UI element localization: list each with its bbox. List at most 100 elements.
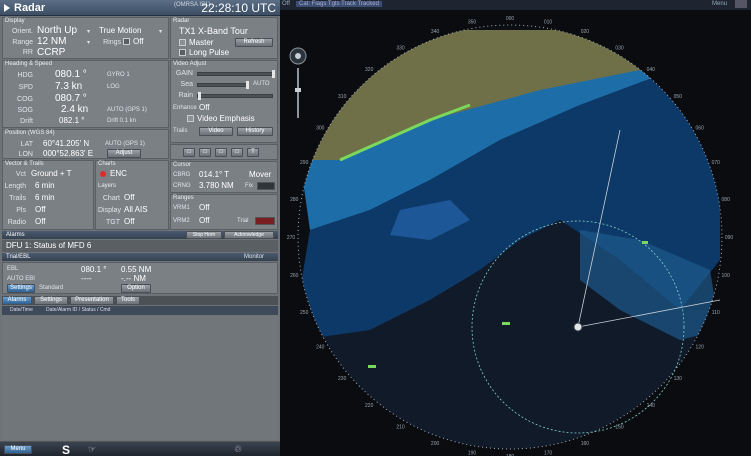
chart-value[interactable]: Off (124, 193, 135, 202)
sea-slider[interactable] (197, 81, 249, 89)
rings-value: Off (133, 37, 144, 46)
long-pulse-checkbox[interactable] (179, 49, 186, 56)
enhance-value[interactable]: Off (199, 103, 210, 112)
target-marker[interactable] (642, 241, 648, 244)
tab-tools[interactable]: Tools (116, 296, 140, 305)
fix-indicator[interactable] (257, 182, 275, 190)
length-value[interactable]: 6 min (35, 181, 55, 190)
radar-header-left: Off (282, 1, 290, 7)
rr-label: RR (22, 49, 33, 56)
tab-settings[interactable]: Settings (34, 296, 68, 305)
tab-alarms[interactable]: Alarms (2, 296, 32, 305)
video-emphasis-checkbox[interactable] (187, 115, 194, 122)
chevron-down-icon[interactable]: ▾ (87, 40, 91, 46)
lat-value: 60°41.205' N (43, 139, 90, 148)
sog-source[interactable]: AUTO (GPS 1) (107, 107, 147, 113)
acknowledge-button[interactable]: Acknowledge (224, 231, 274, 239)
vct-value[interactable]: Ground + T (31, 169, 72, 178)
window-button[interactable] (735, 0, 747, 8)
zoom-control[interactable] (289, 47, 307, 118)
spd-source[interactable]: LOG (107, 84, 120, 90)
bearing-label: 330 (396, 45, 405, 51)
video-trails-button[interactable]: Video (199, 127, 233, 136)
bearing-label: 320 (365, 67, 374, 73)
bearing-label: 250 (300, 310, 309, 316)
lon-label: LON (18, 151, 33, 158)
pls-value[interactable]: Off (35, 205, 46, 214)
tool-button[interactable]: T (247, 148, 259, 157)
rings-checkbox[interactable] (123, 38, 130, 45)
trial-indicator[interactable] (255, 217, 275, 225)
target-marker[interactable] (368, 365, 376, 368)
section-head: Charts (98, 161, 116, 167)
enc-value[interactable]: ENC (110, 169, 127, 178)
radar-display[interactable]: 000 010 020 030 040 050 060 070 080 090 100 110 120 1… (280, 10, 751, 456)
position-source[interactable]: AUTO (GPS 1) (105, 141, 145, 147)
target-marker[interactable] (502, 322, 510, 325)
drift-label: Drift (20, 118, 33, 125)
tool-button[interactable]: □ (215, 148, 227, 157)
tool-button[interactable]: □ (231, 148, 243, 157)
radar-name[interactable]: TX1 X-Band Tour (179, 26, 248, 36)
s-indicator[interactable]: S (62, 443, 71, 456)
alarm-message[interactable]: DFU 1: Status of MFD 6 (2, 240, 278, 252)
history-trails-button[interactable]: History (237, 127, 273, 136)
sog-value: 2.4 kn (61, 104, 89, 115)
spd-value: 7.3 kn (55, 81, 83, 92)
auto-ebi-label: AUTO EBI (7, 276, 35, 282)
hdg-label: HDG (17, 72, 33, 79)
menu-button[interactable]: Menu (4, 445, 32, 454)
settings-button[interactable]: Settings (7, 284, 35, 293)
motion-value[interactable]: True Motion (99, 26, 142, 35)
bearing-label: 150 (615, 425, 624, 431)
bearing-label: 230 (338, 376, 347, 382)
col-details[interactable]: Date/Alarm ID / Status / Cmd (46, 307, 111, 313)
orient-value[interactable]: North Up (37, 25, 78, 36)
section-head: Display (5, 18, 25, 24)
col-datetime[interactable]: Date/Time (10, 307, 33, 313)
tool-button[interactable]: □ (199, 148, 211, 157)
vrm2-value[interactable]: Off (199, 216, 210, 225)
stop-horn-button[interactable]: Stop Horn (186, 231, 222, 239)
heading-line (577, 129, 621, 328)
collapse-icon[interactable] (4, 4, 10, 12)
radar-menu[interactable]: Menu (711, 1, 727, 7)
master-checkbox[interactable] (179, 39, 186, 46)
standard-option[interactable]: Standard (39, 285, 64, 291)
trails-len-value[interactable]: 6 min (35, 193, 55, 202)
ebi-range: -.-- NM (121, 274, 146, 283)
hdg-source[interactable]: GYRO 1 (107, 72, 130, 78)
chevron-down-icon[interactable]: ▾ (87, 29, 91, 35)
radar-scope (298, 25, 722, 449)
alarm-list[interactable] (2, 316, 278, 440)
tool-button[interactable]: □ (183, 148, 195, 157)
section-head: Position (WGS 84) (5, 130, 55, 136)
option-button[interactable]: Option (121, 284, 151, 293)
tab-presentation[interactable]: Presentation (70, 296, 114, 305)
adjust-button[interactable]: Adjust (107, 149, 141, 158)
own-ship-icon[interactable] (573, 322, 583, 332)
rain-label: Rain (178, 92, 193, 99)
bearing-label: 350 (468, 19, 477, 25)
monitor-label[interactable]: Monitor (244, 254, 265, 260)
vrm1-value[interactable]: Off (199, 203, 210, 212)
gain-slider[interactable] (197, 70, 275, 78)
recycle-icon[interactable]: ♲ (234, 444, 243, 454)
bearing-label: 100 (722, 273, 731, 279)
display-filter-value[interactable]: All AIS (124, 205, 148, 214)
pointer-icon[interactable]: ☞ (88, 444, 97, 454)
rain-slider[interactable] (197, 92, 273, 100)
range-value[interactable]: 12 NM (37, 36, 67, 47)
rings-label: Rings (103, 39, 121, 46)
refresh-button[interactable]: Refresh (235, 38, 273, 47)
chevron-down-icon[interactable]: ▾ (159, 29, 163, 35)
bearing-label: 170 (544, 451, 553, 456)
vrm2-label: VRM2 (173, 218, 190, 224)
tools-strip: □ □ □ □ T (170, 144, 278, 160)
radio-value[interactable]: Off (35, 217, 46, 226)
mover-value[interactable]: Mover (249, 170, 272, 179)
echo-patch (580, 230, 720, 340)
tgt-value[interactable]: Off (124, 217, 135, 226)
radar-header-tabs[interactable]: Cat: Flags Tgts Track Tracked (296, 1, 382, 7)
rr-value[interactable]: CCRP (37, 47, 66, 58)
